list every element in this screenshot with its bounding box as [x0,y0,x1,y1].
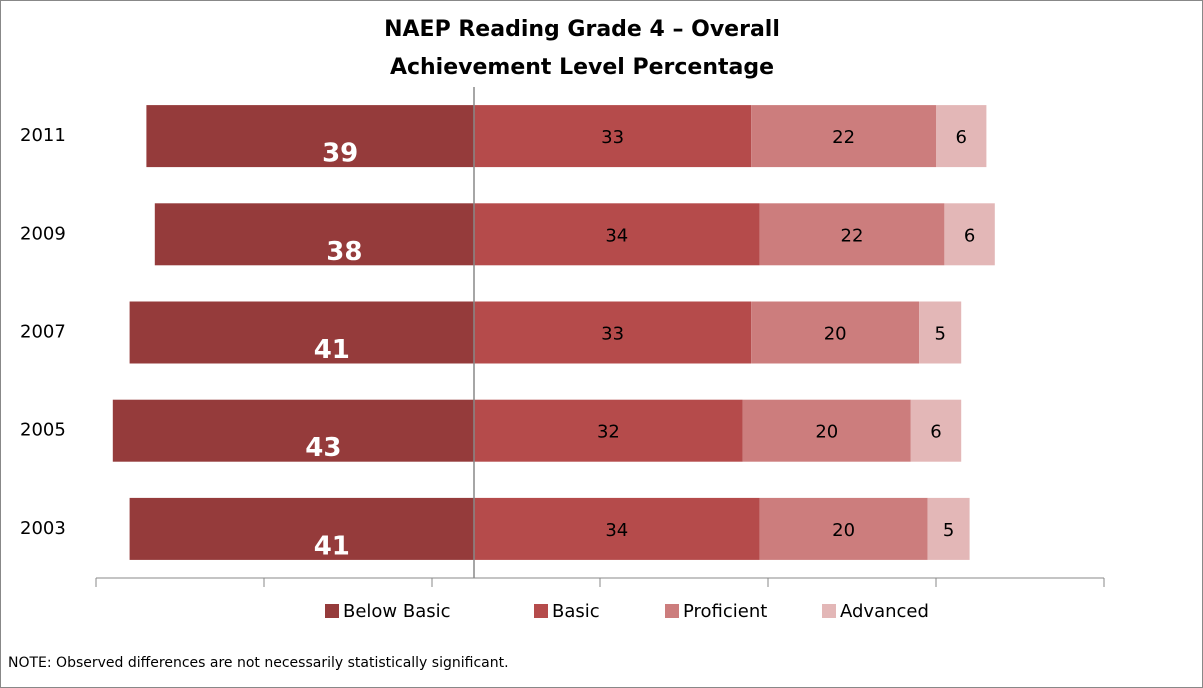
legend-swatch [534,604,548,618]
data-label: 32 [597,422,620,443]
bar-segment [129,301,474,364]
bar-segment [146,105,474,168]
bar-segment [910,399,962,462]
bar-segment [936,105,987,168]
y-tick-label: 2011 [20,125,66,146]
bar-segment [112,399,475,462]
y-tick-label: 2003 [20,518,66,539]
data-label: 22 [832,127,855,148]
legend-swatch [325,604,339,618]
chart-title: Achievement Level Percentage [390,55,774,80]
note: NOTE: Observed differences are not neces… [8,655,509,671]
bar-segment [751,105,936,168]
legend-label: Advanced [840,601,929,622]
data-label: 6 [930,422,941,443]
data-label: 34 [605,225,628,246]
y-tick-label: 2009 [20,223,66,244]
bar-segment [759,497,928,560]
data-label: 20 [824,324,847,345]
legend-swatch [822,604,836,618]
bar-segment [919,301,962,364]
bar-segment [129,497,474,560]
data-label: 41 [314,531,350,561]
y-tick-label: 2005 [20,420,66,441]
data-label: 6 [955,127,966,148]
y-tick-label: 2007 [20,322,66,343]
bar-segment [742,399,911,462]
data-label: 39 [322,139,358,169]
data-label: 33 [601,127,624,148]
bar-segment [154,203,475,266]
legend-label: Below Basic [343,601,451,622]
data-label: 6 [964,225,975,246]
data-label: 38 [326,237,362,267]
bar-segment [474,497,760,560]
data-label: 33 [601,324,624,345]
bar-segment [474,105,752,168]
bar-segment [474,301,752,364]
data-label: 20 [832,520,855,541]
bar-segment [944,203,995,266]
legend-label: Basic [552,601,600,622]
bar-segment [927,497,970,560]
data-label: 34 [605,520,628,541]
chart-title: NAEP Reading Grade 4 – Overall [384,17,780,42]
data-label: 20 [815,422,838,443]
bar-segment [474,203,760,266]
data-label: 43 [305,433,341,463]
data-label: 5 [943,520,954,541]
bar-segment [751,301,920,364]
bar-segment [474,399,743,462]
bar-segment [759,203,945,266]
data-label: 22 [841,225,864,246]
legend-label: Proficient [683,601,767,622]
legend-swatch [665,604,679,618]
data-label: 5 [934,324,945,345]
data-label: 41 [314,335,350,365]
